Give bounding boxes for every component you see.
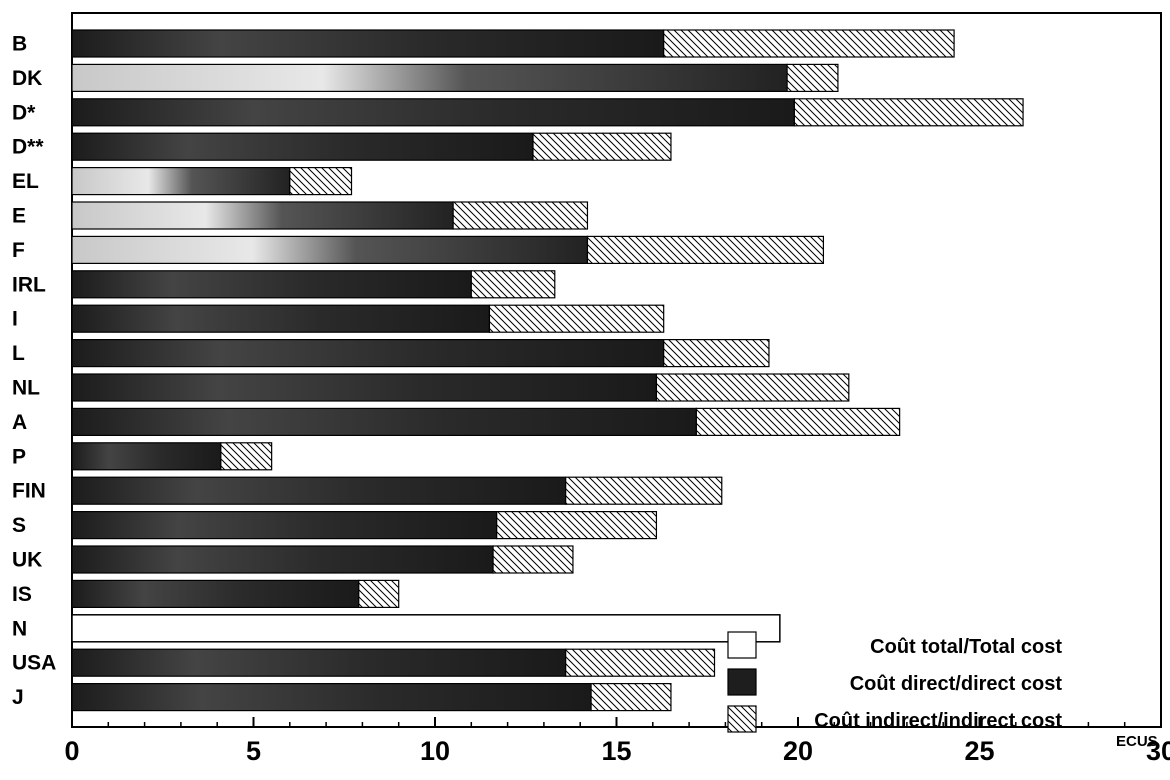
bar-indirect-nl — [655, 373, 850, 402]
bar-indirect-irl — [470, 270, 556, 299]
x-axis-unit-label: ECUS — [1116, 733, 1158, 750]
bar-direct-l — [71, 339, 665, 368]
category-label-s: S — [12, 514, 26, 537]
bar-direct-el — [71, 167, 291, 196]
x-tick-label-5: 5 — [246, 736, 261, 766]
bar-direct-uk — [71, 545, 494, 574]
bar-indirect-p — [220, 442, 273, 471]
category-label-dstarstar: D** — [12, 136, 44, 159]
bar-direct-j — [71, 682, 592, 712]
bar-direct-nl — [71, 373, 658, 402]
category-label-nl: NL — [12, 377, 40, 400]
bar-direct-dstar — [71, 98, 795, 127]
category-label-fin: FIN — [12, 480, 46, 503]
bar-direct-s — [71, 511, 498, 540]
bar-direct-e — [71, 201, 454, 230]
bar-indirect-j — [590, 682, 672, 712]
x-tick-label-0: 0 — [64, 736, 79, 766]
category-label-a: A — [12, 411, 27, 434]
bar-direct-b — [71, 29, 665, 58]
bar-direct-dk — [71, 63, 788, 93]
bar-indirect-f — [586, 235, 825, 264]
category-label-e: E — [12, 205, 26, 228]
bar-indirect-a — [695, 407, 901, 436]
category-label-l: L — [12, 342, 25, 365]
bar-indirect-b — [663, 29, 955, 58]
legend-label-total: Coût total/Total cost — [870, 636, 1062, 658]
bar-indirect-usa — [565, 648, 716, 677]
category-label-uk: UK — [12, 549, 42, 572]
category-label-j: J — [12, 686, 24, 709]
x-axis-ticks: 0 5 10 15 20 25 30 — [64, 717, 1170, 766]
category-label-p: P — [12, 445, 26, 468]
bar-indirect-uk — [492, 545, 574, 574]
bar-indirect-el — [289, 167, 353, 196]
legend-label-indirect: Coût indirect/indirect cost — [814, 710, 1062, 732]
x-tick-label-30: 30 — [1146, 736, 1170, 766]
bar-indirect-dstarstar — [532, 132, 672, 161]
bar-indirect-fin — [565, 476, 723, 505]
category-label-irl: IRL — [12, 273, 46, 296]
category-label-el: EL — [12, 170, 39, 193]
bar-indirect-is — [358, 579, 400, 609]
bar-direct-p — [71, 442, 222, 471]
bar-indirect-dstar — [793, 98, 1024, 127]
bar-indirect-i — [488, 304, 665, 333]
bar-indirect-s — [496, 511, 658, 540]
bar-indirect-l — [663, 339, 770, 368]
legend-swatch-direct — [727, 668, 757, 696]
bar-direct-fin — [71, 476, 567, 505]
category-label-b: B — [12, 33, 27, 56]
category-label-dk: DK — [12, 67, 42, 90]
bar-total-n — [71, 614, 781, 643]
category-label-dstar: D* — [12, 101, 36, 124]
bar-direct-is — [71, 579, 360, 609]
bar-indirect-dk — [786, 63, 839, 93]
legend-swatch-total — [727, 631, 757, 659]
category-label-i: I — [12, 308, 18, 331]
bar-direct-f — [71, 235, 589, 264]
bar-direct-dstarstar — [71, 132, 534, 161]
category-labels: B DK D* D** EL EF IRL IL NL AP FIN S UK IS N USA J — [12, 33, 56, 710]
category-label-is: IS — [12, 583, 32, 606]
legend-swatch-indirect — [727, 705, 757, 733]
bar-direct-a — [71, 407, 697, 436]
bar-direct-i — [71, 304, 491, 333]
x-tick-label-10: 10 — [420, 736, 450, 766]
bar-direct-irl — [71, 270, 472, 299]
x-tick-label-15: 15 — [601, 736, 631, 766]
x-tick-label-20: 20 — [783, 736, 813, 766]
x-tick-label-25: 25 — [964, 736, 994, 766]
category-label-n: N — [12, 617, 27, 640]
bar-direct-usa — [71, 648, 567, 677]
legend-label-direct: Coût direct/direct cost — [850, 673, 1063, 695]
bars-group — [71, 29, 1024, 712]
category-label-f: F — [12, 239, 25, 262]
bar-indirect-e — [452, 201, 589, 230]
legend: Coût total/Total cost Coût direct/direct … — [727, 631, 1063, 733]
category-label-usa: USA — [12, 652, 56, 675]
